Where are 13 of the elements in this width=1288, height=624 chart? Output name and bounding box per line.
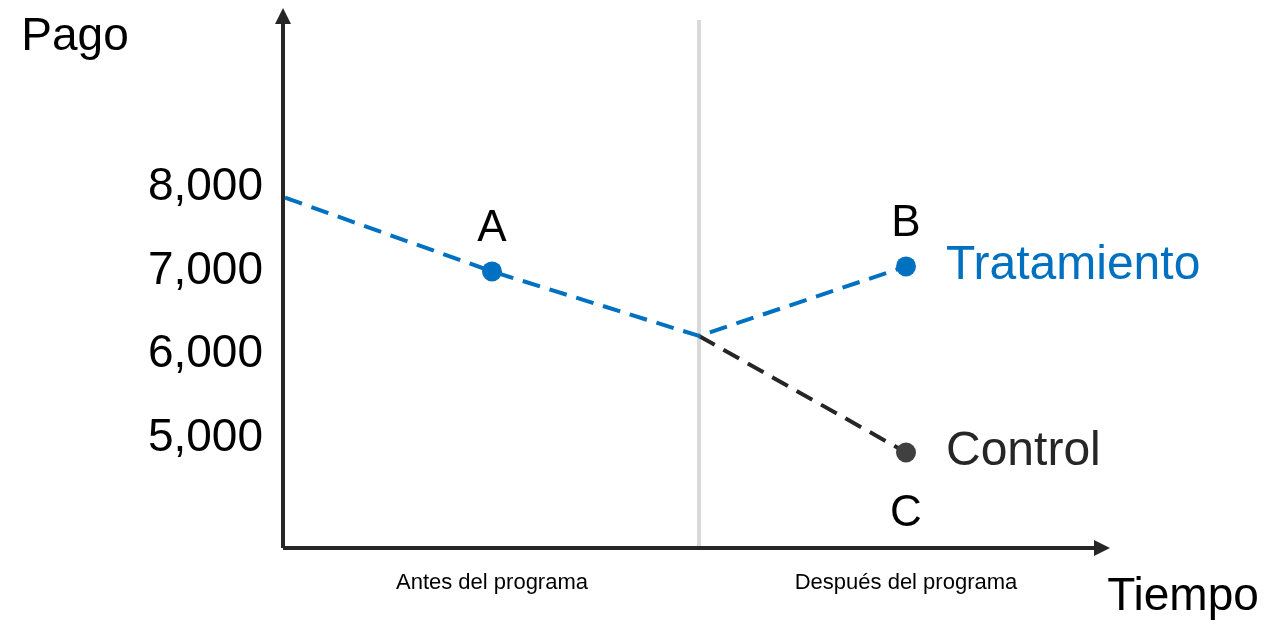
y-tick-label: 6,000 bbox=[147, 325, 263, 378]
x-tick-label: Antes del programa bbox=[396, 568, 589, 594]
x-tick-label: Después del programa bbox=[794, 568, 1019, 594]
y-axis-title: Pago bbox=[21, 8, 129, 61]
annotation: A bbox=[477, 201, 508, 251]
series-label: Control bbox=[946, 422, 1101, 476]
annotation: B bbox=[891, 196, 921, 246]
y-tick-label: 8,000 bbox=[147, 157, 263, 210]
y-tick-label: 5,000 bbox=[147, 409, 263, 462]
annotation: C bbox=[890, 486, 922, 536]
series-label: Tratamiento bbox=[946, 236, 1201, 290]
x-axis-title: Tiempo bbox=[1107, 568, 1259, 621]
y-tick-label: 7,000 bbox=[147, 241, 263, 294]
